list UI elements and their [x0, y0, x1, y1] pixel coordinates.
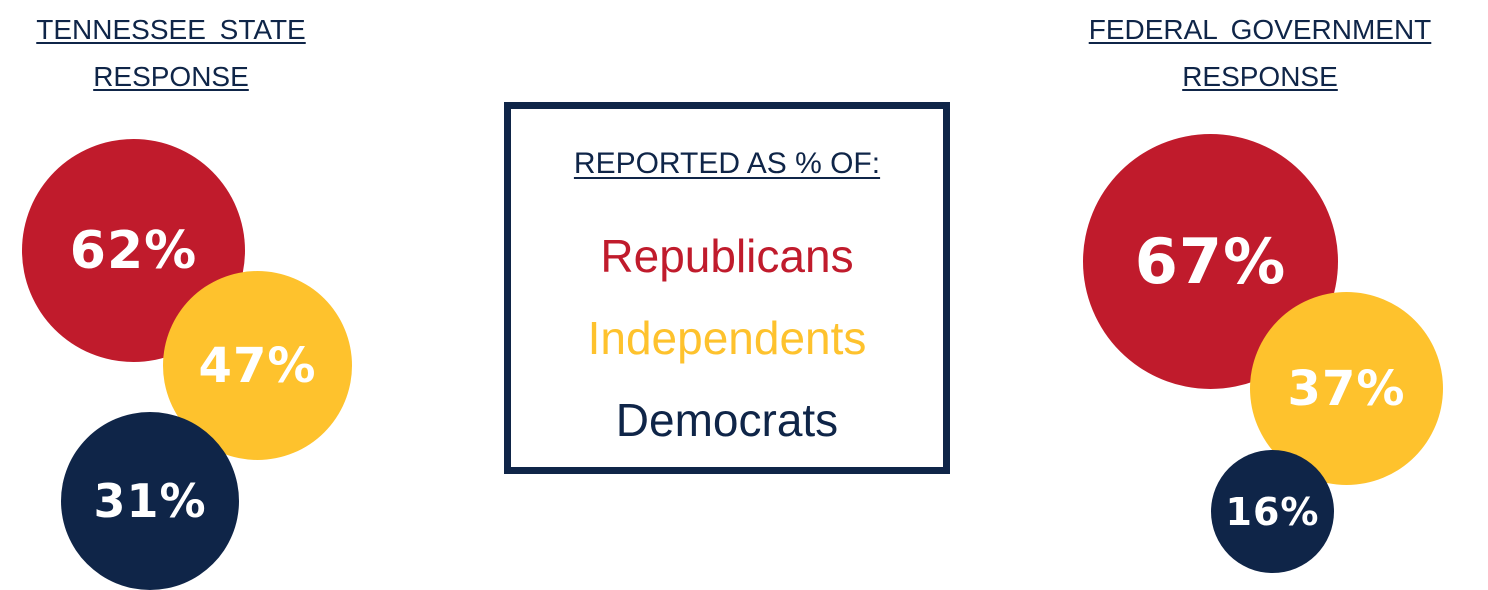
legend-heading: REPORTED AS % OF:: [573, 147, 881, 180]
federal-democrats-value: 16%: [1225, 489, 1320, 534]
federal-title-line-2: RESPONSE: [1182, 61, 1338, 92]
legend-box: REPORTED AS % OF: Republicans Independen…: [504, 102, 950, 474]
legend-item-republicans: Republicans: [600, 230, 854, 282]
tennessee-republicans-bubble: 62%: [22, 139, 245, 362]
legend-item-independents: Independents: [587, 312, 867, 364]
tennessee-democrats-value: 31%: [93, 474, 207, 528]
tennessee-independents-value: 47%: [198, 337, 317, 394]
federal-republicans-value: 67%: [1134, 225, 1287, 298]
tennessee-title-line-1: TENNESSEE STATE: [36, 14, 306, 45]
tennessee-republicans-value: 62%: [69, 220, 198, 281]
federal-title-line-1: FEDERAL GOVERNMENT: [1088, 14, 1432, 45]
tennessee-panel-title: TENNESSEE STATE RESPONSE: [6, 6, 336, 100]
tennessee-title-line-2: RESPONSE: [93, 61, 249, 92]
federal-republicans-bubble: 67%: [1083, 134, 1338, 389]
federal-panel-title: FEDERAL GOVERNMENT RESPONSE: [1040, 6, 1480, 100]
federal-democrats-bubble: 16%: [1211, 450, 1334, 573]
tennessee-democrats-bubble: 31%: [61, 412, 239, 590]
legend-item-democrats: Democrats: [615, 394, 839, 446]
federal-independents-value: 37%: [1287, 360, 1406, 417]
